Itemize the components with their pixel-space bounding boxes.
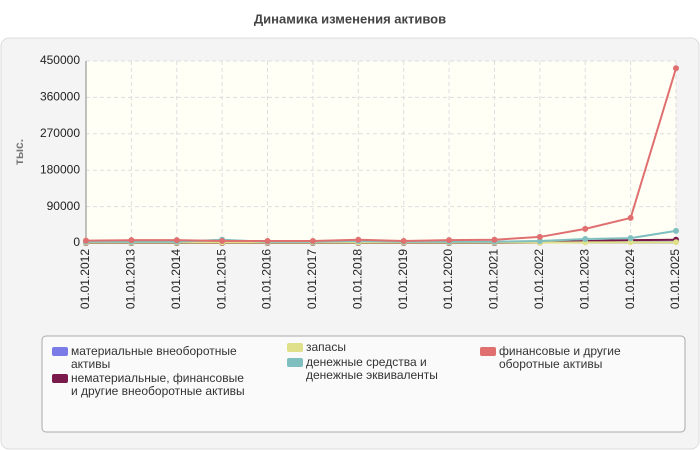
legend-label: денежные средства и денежные эквиваленты — [306, 355, 438, 382]
x-tick-label: 01.01.2015 — [214, 249, 228, 309]
legend-label: запасы — [306, 340, 346, 354]
x-tick-label: 01.01.2019 — [396, 249, 410, 309]
data-point — [536, 233, 543, 240]
y-tick-label: 180000 — [40, 162, 80, 176]
data-point — [264, 237, 271, 244]
data-point — [400, 237, 407, 244]
data-point — [355, 236, 362, 243]
x-tick-label: 01.01.2020 — [441, 249, 455, 309]
data-point — [173, 237, 180, 244]
legend-box — [41, 335, 686, 433]
data-point — [673, 227, 679, 234]
chart-title: Динамика изменения активов — [254, 11, 446, 26]
x-tick-label: 01.01.2021 — [487, 249, 501, 309]
x-tick-label: 01.01.2024 — [623, 249, 637, 309]
legend-swatch — [52, 347, 68, 356]
series-line — [86, 229, 677, 243]
legend-label: нематериальные, финансовые и другие внео… — [71, 371, 245, 398]
legend-swatch — [52, 374, 68, 383]
data-point — [582, 235, 589, 242]
y-tick-label: 270000 — [40, 126, 80, 140]
legend-swatch — [287, 358, 303, 367]
x-tick-label: 01.01.2022 — [532, 249, 546, 309]
data-point — [491, 236, 498, 243]
data-point — [627, 214, 634, 221]
legend-item: запасы — [287, 341, 457, 354]
x-tick-label: 01.01.2012 — [78, 249, 92, 309]
plot-area — [86, 61, 676, 243]
x-tick-label: 01.01.2016 — [260, 249, 274, 309]
data-point — [309, 237, 316, 244]
legend-item: денежные средства и денежные эквиваленты — [287, 356, 457, 382]
y-axis-label: тыс. — [12, 139, 26, 165]
data-point — [582, 225, 589, 232]
legend-item: финансовые и другие оборотные активы — [480, 345, 670, 371]
data-point — [128, 237, 135, 244]
data-point — [673, 65, 679, 72]
x-tick-label: 01.01.2014 — [169, 249, 183, 309]
y-tick-label: 0 — [73, 235, 80, 249]
y-tick-label: 360000 — [40, 90, 80, 104]
x-tick-label: 01.01.2023 — [577, 249, 591, 309]
data-point — [83, 237, 89, 244]
legend-label: финансовые и другие оборотные активы — [499, 344, 621, 371]
y-tick-label: 450000 — [40, 53, 80, 67]
y-tick-label: 90000 — [47, 199, 81, 213]
data-point — [627, 235, 634, 242]
x-tick-label: 01.01.2025 — [668, 249, 682, 309]
legend-item: нематериальные, финансовые и другие внео… — [52, 372, 252, 398]
legend-item: материальные внеоборотные активы — [52, 345, 252, 371]
legend-swatch — [480, 347, 496, 356]
x-tick-label: 01.01.2013 — [124, 249, 138, 309]
legend-swatch — [287, 343, 303, 352]
x-tick-label: 01.01.2017 — [305, 249, 319, 309]
data-point — [673, 239, 679, 246]
x-tick-label: 01.01.2018 — [350, 249, 364, 309]
series-line — [85, 67, 677, 242]
data-point — [219, 237, 226, 244]
data-point — [446, 237, 453, 244]
legend-label: материальные внеоборотные активы — [71, 344, 237, 371]
